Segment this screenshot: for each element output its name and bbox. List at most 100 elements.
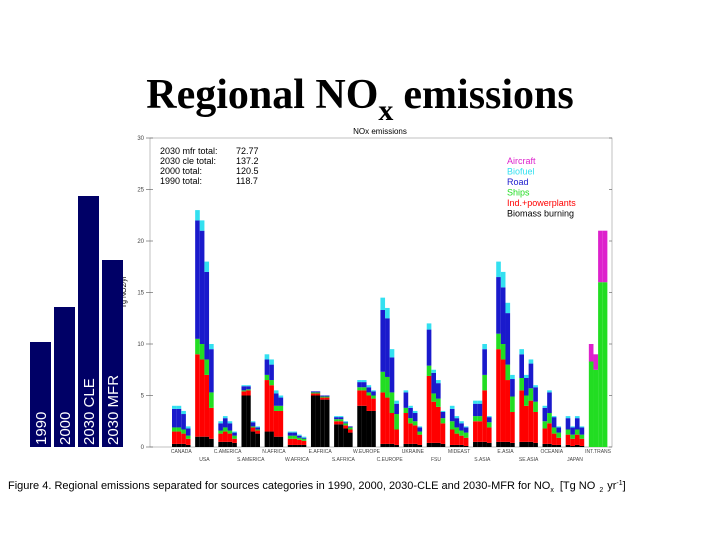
bar-segment [570, 426, 575, 428]
bar-segment [542, 407, 548, 422]
bar-segment [176, 405, 182, 409]
bar-segment [366, 395, 372, 411]
bar-segment [380, 371, 386, 393]
bar-segment [570, 427, 575, 435]
bar-segment [528, 363, 534, 389]
bar-segment [343, 421, 348, 423]
bar-segment [519, 354, 524, 378]
legend-entry: Biomass burning [507, 209, 574, 219]
bar-segment [278, 395, 284, 398]
bar-segment [436, 398, 441, 407]
bar-segment [199, 344, 205, 360]
bar-segment [301, 444, 307, 447]
bar-segment [218, 423, 223, 431]
bar-segment [524, 441, 529, 447]
bar-segment [436, 406, 441, 443]
bar-segment [334, 424, 339, 447]
bar-segment [287, 435, 293, 439]
bar-segment [579, 427, 585, 435]
bar-segment [185, 428, 191, 436]
bar-segment [273, 390, 279, 394]
bar-segment [324, 396, 330, 398]
bar-segment [199, 359, 205, 437]
bar-segment [241, 391, 247, 396]
bar-segment [473, 421, 478, 442]
bar-segment [482, 374, 487, 391]
bar-segment [436, 442, 441, 447]
bar-segment [431, 442, 436, 447]
bar-segment [403, 443, 409, 447]
bar-segment [357, 390, 362, 406]
bar-segment [551, 427, 557, 434]
x-tick-label: C.AMERICA [214, 449, 242, 455]
bar-segment [440, 411, 446, 419]
bar-segment [273, 436, 279, 447]
bar-segment [348, 426, 353, 428]
bar-segment [500, 359, 506, 442]
y-tick-label: 10 [137, 342, 144, 348]
bar-segment [181, 443, 186, 447]
x-tick-label: E.AFRICA [309, 449, 333, 455]
caption: Figure 4. Regional emissions separated f… [8, 480, 626, 494]
bar-segment [486, 417, 492, 423]
bar-segment [459, 435, 464, 445]
bar-segment [199, 436, 205, 447]
caption-text: Figure 4. Regional emissions separated f… [8, 480, 551, 492]
bar-segment [477, 421, 483, 442]
bar-segment [426, 442, 432, 447]
bar-segment [227, 430, 233, 434]
bar-segment [222, 427, 228, 432]
bar-segment [394, 429, 399, 445]
bar-segment [454, 444, 460, 447]
bar-segment [250, 426, 256, 428]
bar-segment [510, 379, 515, 397]
bar-segment [241, 395, 247, 447]
bar-segment [505, 302, 511, 314]
bar-segment [315, 395, 321, 447]
bar-segment [273, 393, 279, 406]
bar-segment [371, 390, 376, 392]
bar-segment [473, 416, 478, 422]
bar-segment [204, 374, 210, 437]
title-end: emissions [403, 72, 573, 118]
bar-segment [486, 427, 492, 443]
bar-segment [334, 421, 339, 425]
bar-segment [172, 443, 177, 447]
x-tick-label: CANADA [171, 449, 193, 455]
bar-segment [408, 407, 413, 419]
bar-segment [264, 359, 270, 375]
bar-segment [449, 421, 455, 430]
bar-segment [209, 438, 214, 447]
bar-segment [510, 442, 515, 447]
bar-segment [551, 417, 557, 428]
bar-segment [408, 443, 413, 447]
bar-segment [181, 414, 186, 430]
bar-segment [255, 429, 260, 431]
bar-segment [412, 425, 418, 444]
bar-segment [463, 445, 469, 447]
bar-segment [181, 433, 186, 444]
bar-segment [408, 418, 413, 424]
bar-segment [361, 405, 367, 447]
bar-segment [334, 419, 339, 422]
scenario-key-bar [30, 342, 51, 447]
bar-segment [366, 392, 372, 396]
scenario-key-label: 1990 [33, 412, 50, 445]
slide-title: Regional NOx emissions [146, 72, 574, 127]
bar-segment [287, 444, 293, 447]
bar-segment [357, 382, 362, 388]
bar-segment [528, 359, 534, 364]
bar-segment [542, 421, 548, 429]
total-value: 120.5 [236, 166, 259, 176]
bar-segment [361, 380, 367, 383]
bar-segment [496, 261, 501, 278]
bar-segment [473, 400, 478, 404]
bar-segment [227, 433, 233, 442]
caption-unit: [Tg NO [560, 480, 596, 492]
bar-segment [449, 429, 455, 445]
bar-segment [403, 392, 409, 408]
bar-segment [264, 380, 270, 432]
bar-segment [412, 413, 418, 422]
bar-segment [287, 438, 293, 445]
bar-segment [486, 422, 492, 428]
